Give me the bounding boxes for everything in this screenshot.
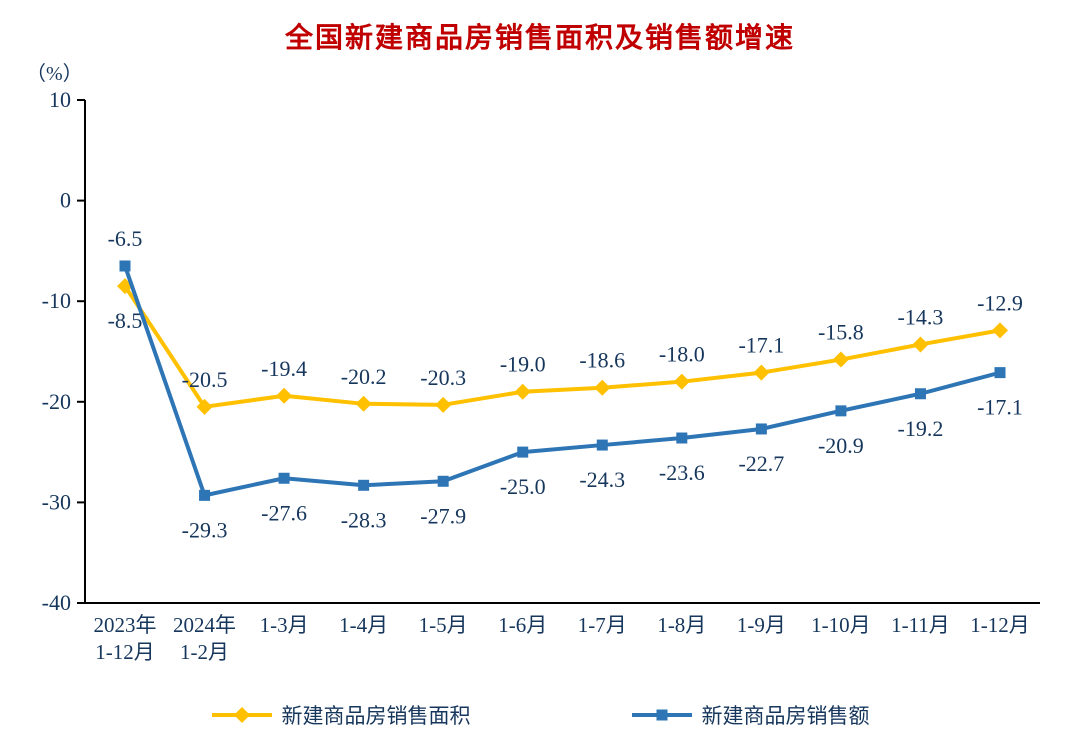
- data-label: -15.8: [818, 320, 864, 345]
- data-label: -18.0: [659, 342, 705, 367]
- square-marker: [278, 472, 290, 484]
- data-label: -6.5: [108, 226, 143, 251]
- axes: 10 0 -10 -20 -30 -40 2023年 1-12月 2024年 1-2月 1-3月 1-…: [42, 87, 1040, 664]
- x-axis-label: 1-12月: [970, 613, 1030, 637]
- square-legend-swatch: [631, 709, 692, 721]
- x-axis-label: 1-8月: [657, 613, 706, 637]
- diamond-marker: [435, 396, 452, 413]
- series-0: -8.5 -20.5 -19.4 -20.2 -20.3 -19.0 -18.6 -18.0 -…: [108, 278, 1023, 415]
- square-marker: [596, 439, 608, 451]
- x-axis-label: 1-3月: [260, 613, 309, 637]
- data-label: -20.9: [818, 433, 864, 458]
- diamond-marker: [753, 364, 770, 381]
- data-label: -20.3: [420, 365, 466, 390]
- diamond-marker: [276, 387, 293, 404]
- diamond-marker: [117, 278, 133, 295]
- diamond-marker: [594, 379, 611, 396]
- data-label: -18.6: [579, 348, 625, 373]
- diamond-legend-swatch: [211, 707, 272, 723]
- y-tick-label: -30: [42, 489, 71, 514]
- chart-title: 全国新建商品房销售面积及销售额增速: [284, 23, 795, 54]
- data-label: -29.3: [182, 517, 228, 542]
- data-label: -19.4: [261, 356, 307, 381]
- data-label: -19.0: [500, 352, 546, 377]
- data-label: -20.5: [182, 367, 228, 392]
- data-label: -20.2: [341, 364, 387, 389]
- square-marker: [517, 446, 529, 458]
- data-label: -27.6: [261, 500, 307, 525]
- data-label: -28.3: [341, 507, 387, 532]
- y-tick-label: 10: [49, 87, 71, 112]
- square-marker: [676, 432, 688, 444]
- square-marker: [914, 388, 926, 400]
- legend-item-1: 新建商品房销售额: [631, 700, 870, 730]
- data-label: -24.3: [579, 467, 625, 492]
- data-label: -23.6: [659, 460, 705, 485]
- y-axis-unit-label: （%）: [26, 63, 83, 85]
- diamond-marker: [514, 383, 531, 400]
- x-axis-label: 2024年 1-2月: [173, 613, 236, 664]
- diamond-marker: [832, 351, 849, 368]
- x-axis-label: 1-11月: [891, 613, 950, 637]
- chart-canvas: 10 0 -10 -20 -30 -40 2023年 1-12月 2024年 1-2月 1-3月 1-…: [42, 87, 1040, 664]
- square-marker: [835, 405, 847, 417]
- diamond-marker: [912, 336, 929, 353]
- y-tick-label: -20: [42, 389, 71, 414]
- diamond-marker: [673, 373, 690, 390]
- data-label: -17.1: [738, 333, 784, 358]
- data-label: -14.3: [898, 304, 944, 329]
- data-label: -22.7: [738, 451, 784, 476]
- x-axis-label: 2023年 1-12月: [94, 613, 157, 664]
- x-axis-label: 1-10月: [811, 613, 871, 637]
- data-label: -19.2: [898, 416, 944, 441]
- y-tick-label: 0: [60, 188, 71, 213]
- series-line: [123, 263, 1002, 498]
- chart-legend: 新建商品房销售面积 新建商品房销售额: [0, 700, 1080, 730]
- data-label: -8.5: [108, 308, 143, 333]
- square-marker: [119, 260, 131, 272]
- diamond-marker: [355, 395, 372, 412]
- y-tick-label: -40: [42, 590, 71, 615]
- legend-label: 新建商品房销售面积: [281, 704, 471, 728]
- diamond-marker: [196, 398, 213, 415]
- diamond-marker: [992, 322, 1008, 339]
- legend-item-0: 新建商品房销售面积: [211, 700, 471, 730]
- x-axis-label: 1-9月: [737, 613, 786, 637]
- y-tick-label: -10: [42, 288, 71, 313]
- square-marker: [437, 475, 449, 487]
- square-marker: [358, 479, 370, 491]
- x-axis-label: 1-6月: [498, 613, 547, 637]
- square-marker: [994, 367, 1006, 379]
- data-label: -25.0: [500, 474, 546, 499]
- series-line: [123, 284, 1002, 409]
- legend-label: 新建商品房销售额: [701, 704, 870, 728]
- data-label: -17.1: [977, 395, 1023, 420]
- series-1: -6.5 -29.3 -27.6 -28.3 -27.9 -25.0 -24.3 -23.6 -…: [108, 226, 1023, 542]
- data-label: -12.9: [977, 290, 1023, 315]
- square-marker: [199, 489, 211, 501]
- x-axis-label: 1-7月: [578, 613, 627, 637]
- data-label: -27.9: [420, 503, 466, 528]
- x-axis-label: 1-5月: [419, 613, 468, 637]
- square-marker: [755, 423, 767, 435]
- x-axis-label: 1-4月: [339, 613, 388, 637]
